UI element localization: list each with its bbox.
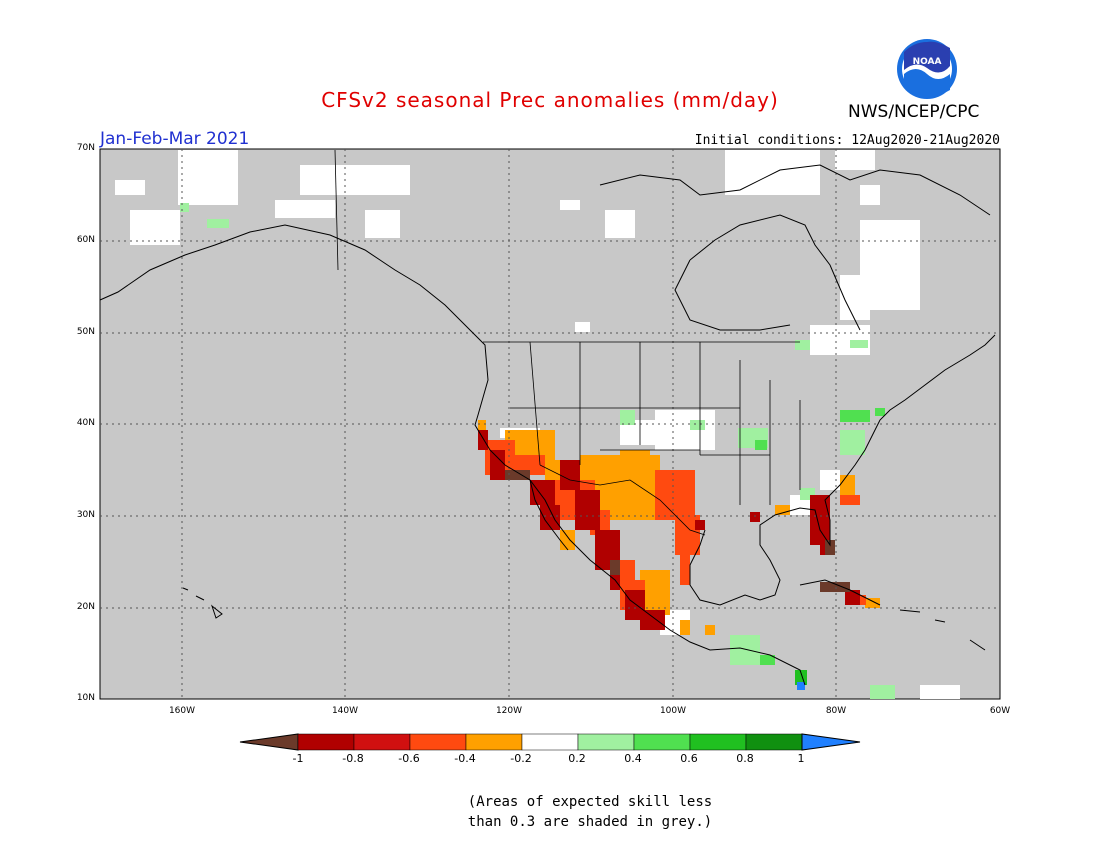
coastlines — [99, 164, 996, 686]
borders — [334, 149, 801, 536]
lon-label-60w: 60W — [989, 706, 1011, 716]
lat-label-70n: 70N — [76, 143, 95, 153]
colorbar-tick: 0.8 — [736, 752, 754, 765]
brown-patches — [505, 470, 850, 592]
lat-label-30n: 30N — [76, 510, 95, 520]
grid-lines — [100, 149, 1000, 699]
white-patches — [115, 150, 960, 699]
colorbar-cell — [745, 733, 803, 751]
colorbar-tick: -0.6 — [398, 752, 420, 765]
lon-label-100w: 100W — [659, 706, 687, 716]
lon-label-160w: 160W — [168, 706, 196, 716]
season-label: Jan-Feb-Mar 2021 — [100, 129, 250, 149]
colorbar-cell — [297, 733, 355, 751]
colorbar-arrow-low — [239, 733, 299, 751]
initial-conditions-label: Initial conditions: 12Aug2020-21Aug2020 — [694, 133, 1000, 148]
colorbar-cell — [521, 733, 579, 751]
colorbar-cell — [689, 733, 747, 751]
lon-label-120w: 120W — [495, 706, 523, 716]
colorbar-tick: -0.4 — [454, 752, 476, 765]
lon-label-140w: 140W — [331, 706, 359, 716]
noaa-logo-text: NOAA — [913, 57, 942, 67]
noaa-logo-icon: NOAA — [897, 39, 957, 99]
colorbar-cell — [353, 733, 411, 751]
org-label: NWS/NCEP/CPC — [848, 102, 980, 122]
footnote-line-2: than 0.3 are shaded in grey.) — [467, 814, 713, 830]
lat-label-50n: 50N — [76, 327, 95, 337]
lon-label-80w: 80W — [825, 706, 847, 716]
colorbar-cell — [577, 733, 635, 751]
colorbar-tick: -1 — [292, 752, 304, 765]
lat-label-40n: 40N — [76, 418, 95, 428]
lat-label-20n: 20N — [76, 602, 95, 612]
colorbar-tick: 0.2 — [568, 752, 586, 765]
colorbar-arrow-high — [801, 733, 861, 751]
lat-label-10n: 10N — [76, 693, 95, 703]
skill-footnote: (Areas of expected skill less than 0.3 a… — [440, 792, 740, 832]
map-title: CFSv2 seasonal Prec anomalies (mm/day) — [321, 88, 779, 112]
colorbar-cell — [409, 733, 467, 751]
colorbar-cell — [465, 733, 523, 751]
colorbar-tick: -0.2 — [510, 752, 532, 765]
colorbar-tick: -0.8 — [342, 752, 364, 765]
colorbar-cell — [633, 733, 691, 751]
colorbar-tick: 0.4 — [624, 752, 642, 765]
lat-label-60n: 60N — [76, 235, 95, 245]
colorbar-tick: 1 — [797, 752, 805, 765]
footnote-line-1: (Areas of expected skill less — [467, 794, 713, 810]
colorbar-tick: 0.6 — [680, 752, 698, 765]
